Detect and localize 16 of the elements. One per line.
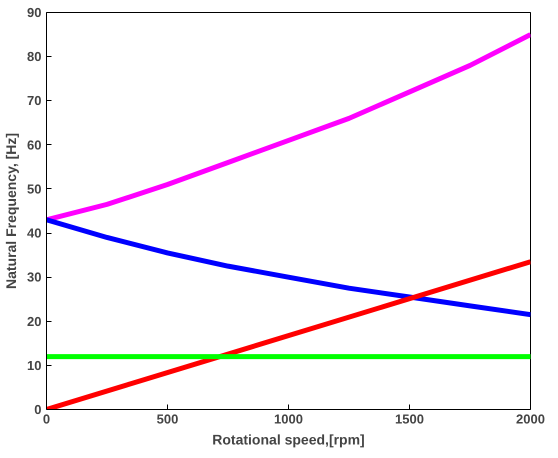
y-tick-label: 20 xyxy=(27,314,42,329)
y-tick-label: 50 xyxy=(27,181,42,196)
y-tick-label: 10 xyxy=(27,358,42,373)
y-tick-label: 40 xyxy=(27,226,42,241)
x-axis-title: Rotational speed,[rpm] xyxy=(212,432,365,448)
y-tick-label: 0 xyxy=(34,402,42,417)
y-tick-label: 60 xyxy=(27,137,42,152)
y-tick-label: 30 xyxy=(27,270,42,285)
x-tick-label: 1500 xyxy=(395,412,424,426)
x-tick-label: 2000 xyxy=(516,412,545,426)
y-tick-label: 80 xyxy=(27,49,42,64)
x-tick-label: 1000 xyxy=(274,412,303,426)
y-tick-label: 70 xyxy=(27,93,42,108)
y-axis-title: Natural Frequency, [Hz] xyxy=(3,132,20,290)
x-tick-label: 500 xyxy=(156,412,178,426)
y-tick-label: 90 xyxy=(27,5,42,20)
